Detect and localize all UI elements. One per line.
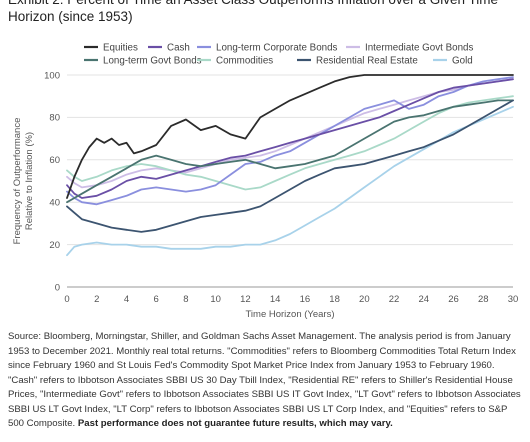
x-tick-label-20: 20 (359, 294, 370, 305)
x-tick-label-28: 28 (478, 294, 489, 305)
x-tick-label-6: 6 (154, 294, 159, 305)
legend-label-equities: Equities (103, 43, 138, 54)
x-tick-label-14: 14 (270, 294, 281, 305)
legend-label-cash: Cash (167, 43, 190, 54)
y-tick-label-100: 100 (44, 70, 60, 81)
legend-label-gold: Gold (452, 56, 473, 67)
x-tick-label-26: 26 (448, 294, 459, 305)
y-tick-label-80: 80 (49, 113, 60, 124)
x-tick-label-16: 16 (300, 294, 311, 305)
y-axis-label-line1: Frequency of Outperformance (12, 118, 23, 245)
y-tick-label-60: 60 (49, 155, 60, 166)
x-tick-label-2: 2 (94, 294, 99, 305)
series-line-long-term-corporate-bonds (66, 76, 514, 206)
series-line-equities (66, 74, 514, 199)
line-chart: Equities Cash Long-term Corporate Bonds Int… (12, 43, 518, 321)
series-lines (66, 74, 514, 257)
x-tick-label-12: 12 (240, 294, 251, 305)
series-line-intermediate-govt-bonds (66, 78, 514, 189)
y-tick-label-40: 40 (49, 198, 60, 209)
x-tick-label-18: 18 (329, 294, 340, 305)
x-tick-label-4: 4 (124, 294, 129, 305)
legend-label-commodities: Commodities (216, 56, 273, 67)
x-tick-label-24: 24 (419, 294, 430, 305)
legend-label-intermediate-govt-bonds: Intermediate Govt Bonds (365, 43, 473, 54)
series-line-cash (66, 78, 514, 199)
x-tick-label-10: 10 (210, 294, 221, 305)
legend: Equities Cash Long-term Corporate Bonds Int… (84, 43, 473, 67)
series-line-gold (66, 105, 514, 257)
series-line-long-term-govt-bonds (66, 99, 514, 204)
legend-label-residential-real-estate: Residential Real Estate (316, 56, 418, 67)
legend-label-long-term-corporate-bonds: Long-term Corporate Bonds (216, 43, 338, 54)
y-tick-label-0: 0 (55, 282, 60, 293)
chart-title: Exhibit 2: Percent of Time an Asset Clas… (8, 0, 498, 24)
x-axis-label: Time Horizon (Years) (245, 309, 334, 320)
x-tick-label-30: 30 (508, 294, 519, 305)
series-line-commodities (66, 95, 514, 191)
legend-label-long-term-govt-bonds: Long-term Govt Bonds (103, 56, 202, 67)
x-tick-label-8: 8 (183, 294, 188, 305)
y-tick-label-20: 20 (49, 240, 60, 251)
source-note: Source: Bloomberg, Morningstar, Shiller,… (8, 330, 524, 432)
series-line-residential-real-estate (66, 99, 514, 233)
x-tick-label-22: 22 (389, 294, 400, 305)
disclaimer: Past performance does not guarantee futu… (77, 418, 393, 429)
x-tick-label-0: 0 (64, 294, 69, 305)
y-axis-label-line2: Relative to Inflation (%) (24, 132, 35, 230)
source-text: Source: Bloomberg, Morningstar, Shiller,… (8, 331, 521, 429)
